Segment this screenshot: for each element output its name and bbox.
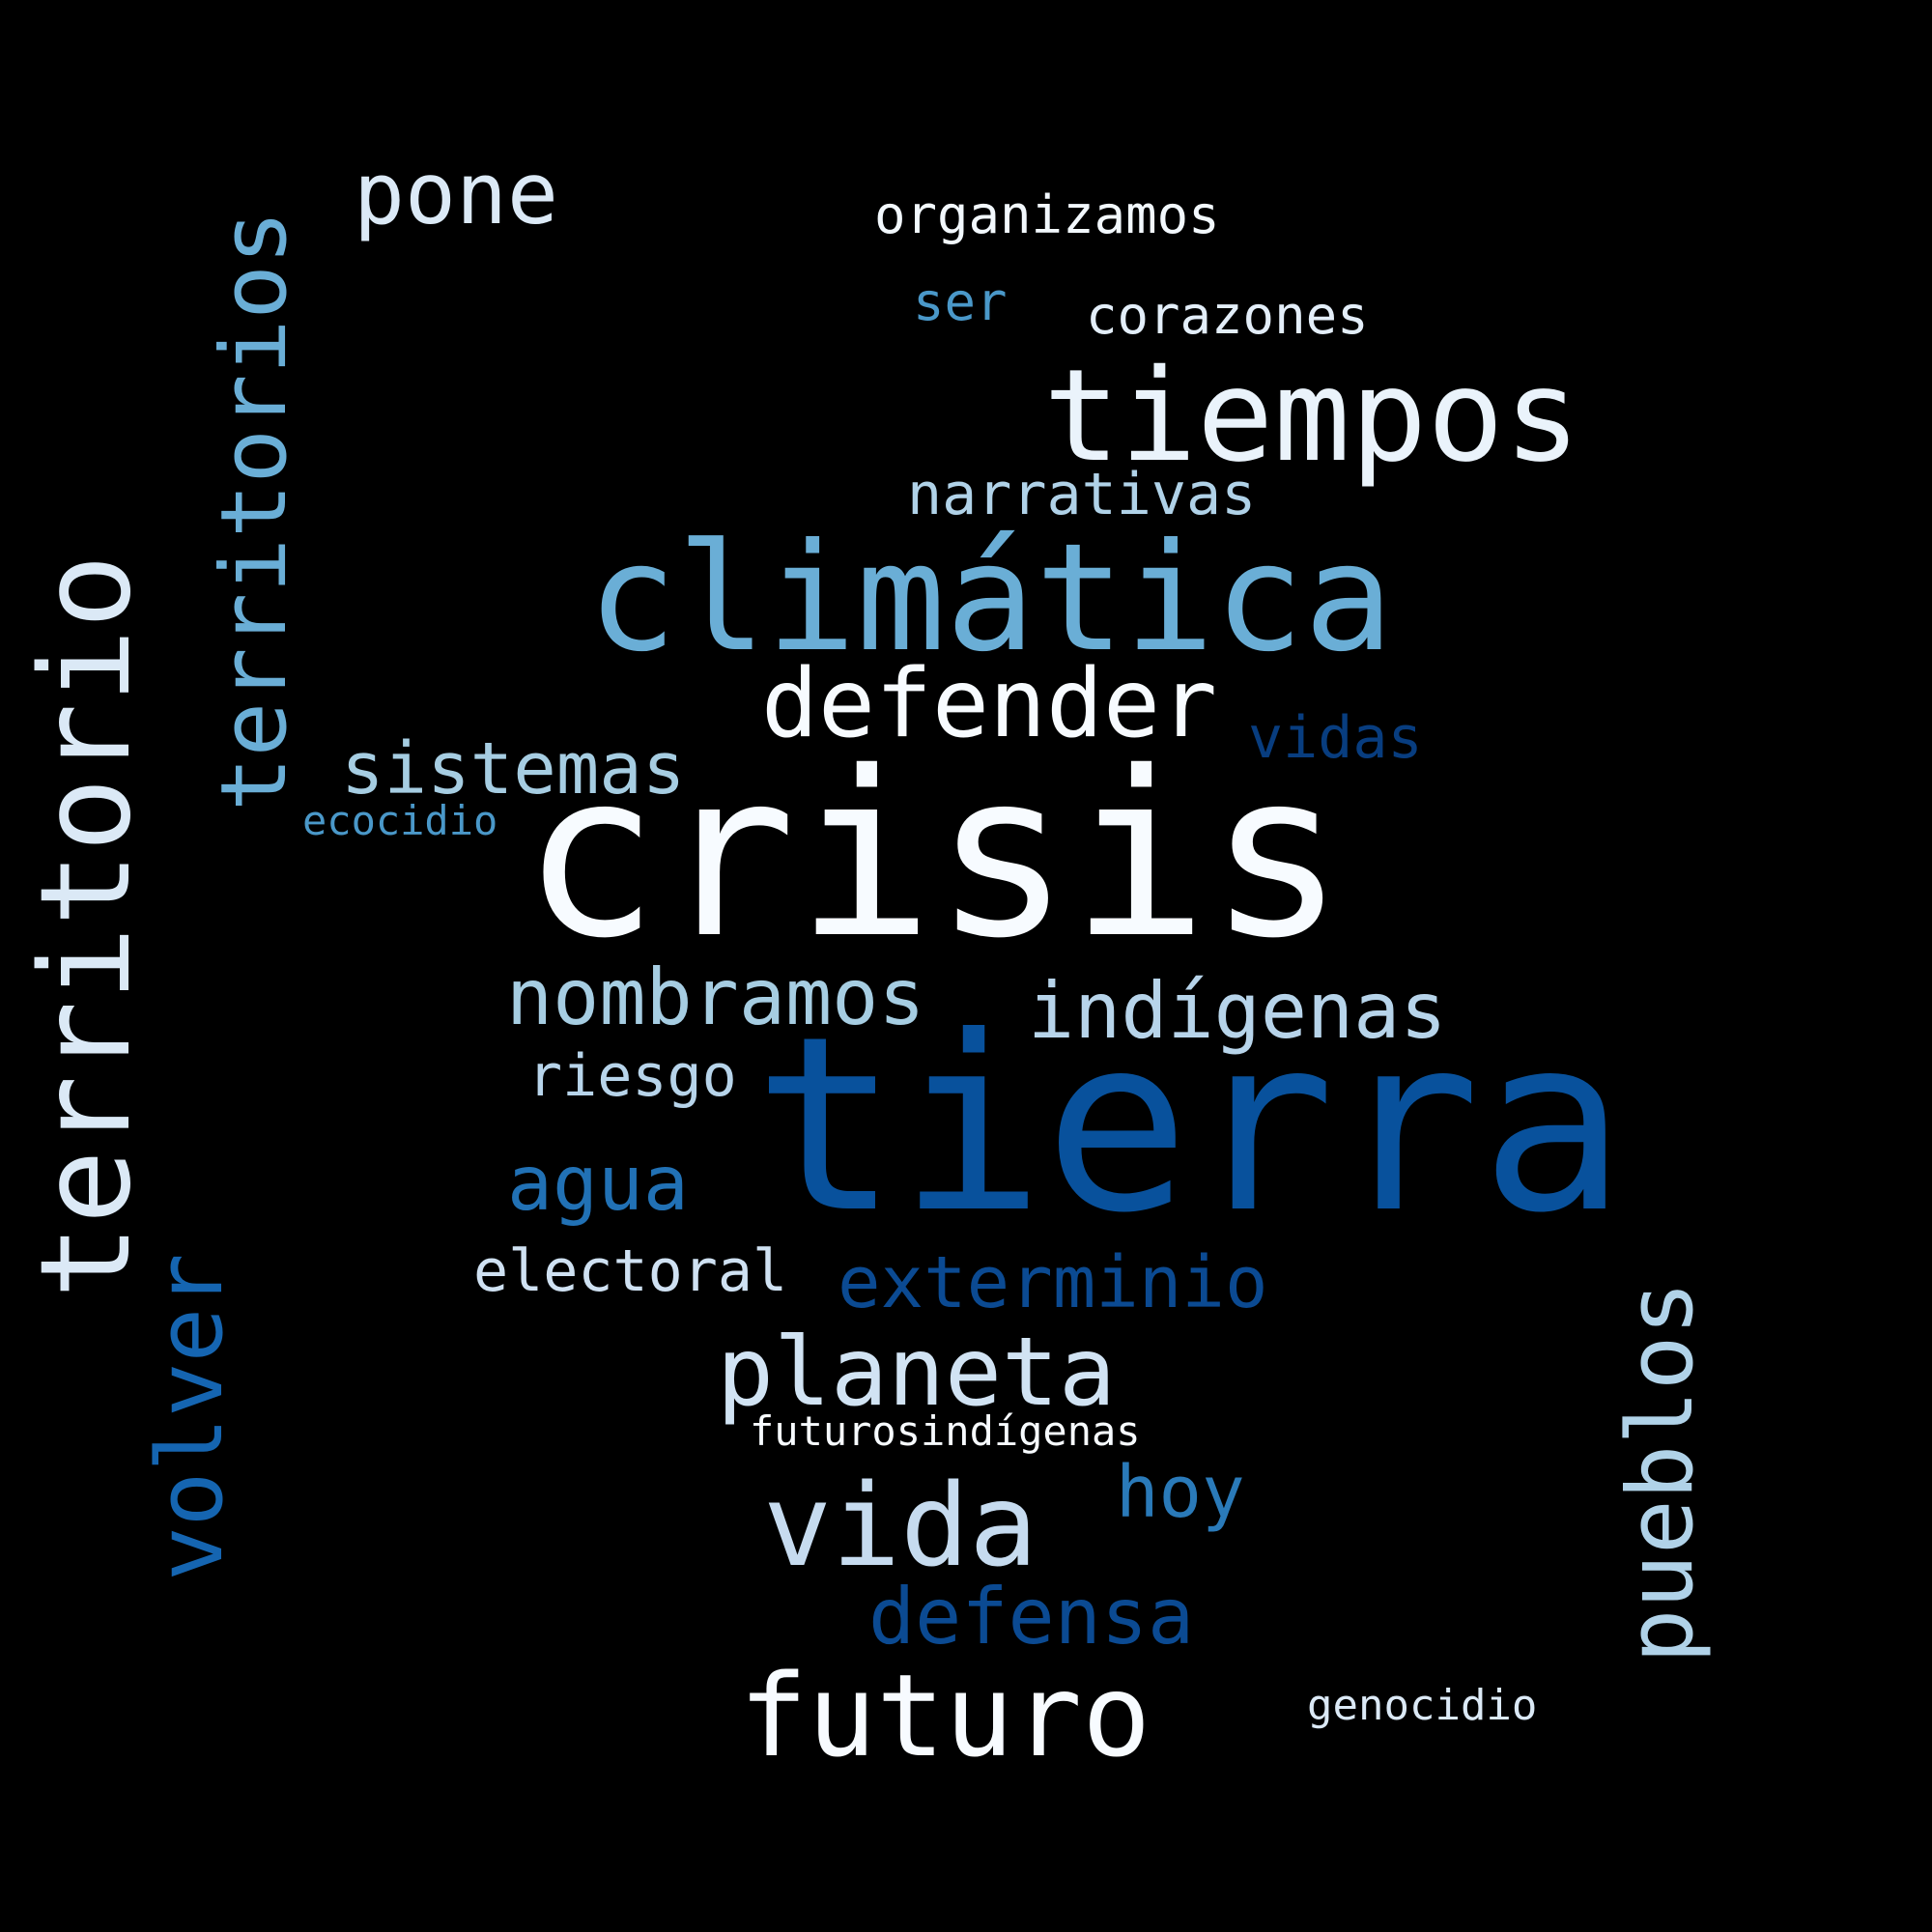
- word-indigenas: indígenas: [1028, 966, 1447, 1056]
- word-tiempos: tiempos: [1043, 342, 1581, 491]
- word-volver: volver: [138, 1253, 243, 1581]
- word-genocidio: genocidio: [1307, 1681, 1538, 1730]
- word-ser: ser: [913, 271, 1008, 332]
- word-planeta: planeta: [717, 1318, 1117, 1428]
- word-defender: defender: [761, 649, 1218, 759]
- word-riesgo: riesgo: [527, 1042, 737, 1110]
- word-ecocidio: ecocidio: [302, 797, 498, 844]
- word-futurosindigenas: futurosindígenas: [750, 1407, 1141, 1455]
- word-pone: pone: [354, 144, 558, 243]
- word-pueblos: pueblos: [1608, 1280, 1714, 1664]
- word-organizamos: organizamos: [874, 185, 1220, 245]
- word-nombramos: nombramos: [506, 952, 925, 1042]
- word-vidas: vidas: [1248, 704, 1423, 772]
- word-corazones: corazones: [1086, 285, 1369, 346]
- word-climatica: climática: [587, 512, 1394, 685]
- word-exterminio: exterminio: [838, 1241, 1268, 1324]
- word-vida: vida: [763, 1459, 1038, 1592]
- word-agua: agua: [507, 1141, 689, 1228]
- word-tierra: tierra: [753, 984, 1627, 1265]
- word-territorio: territorio: [14, 554, 158, 1299]
- word-narrativas: narrativas: [907, 461, 1257, 528]
- word-futuro: futuro: [739, 1649, 1151, 1782]
- word-electoral: electoral: [473, 1237, 788, 1305]
- word-sistemas: sistemas: [341, 727, 686, 810]
- word-territorios: territorios: [202, 210, 307, 811]
- word-defensa: defensa: [868, 1572, 1195, 1662]
- word-crisis: crisis: [522, 723, 1346, 988]
- word-hoy: hoy: [1116, 1451, 1245, 1534]
